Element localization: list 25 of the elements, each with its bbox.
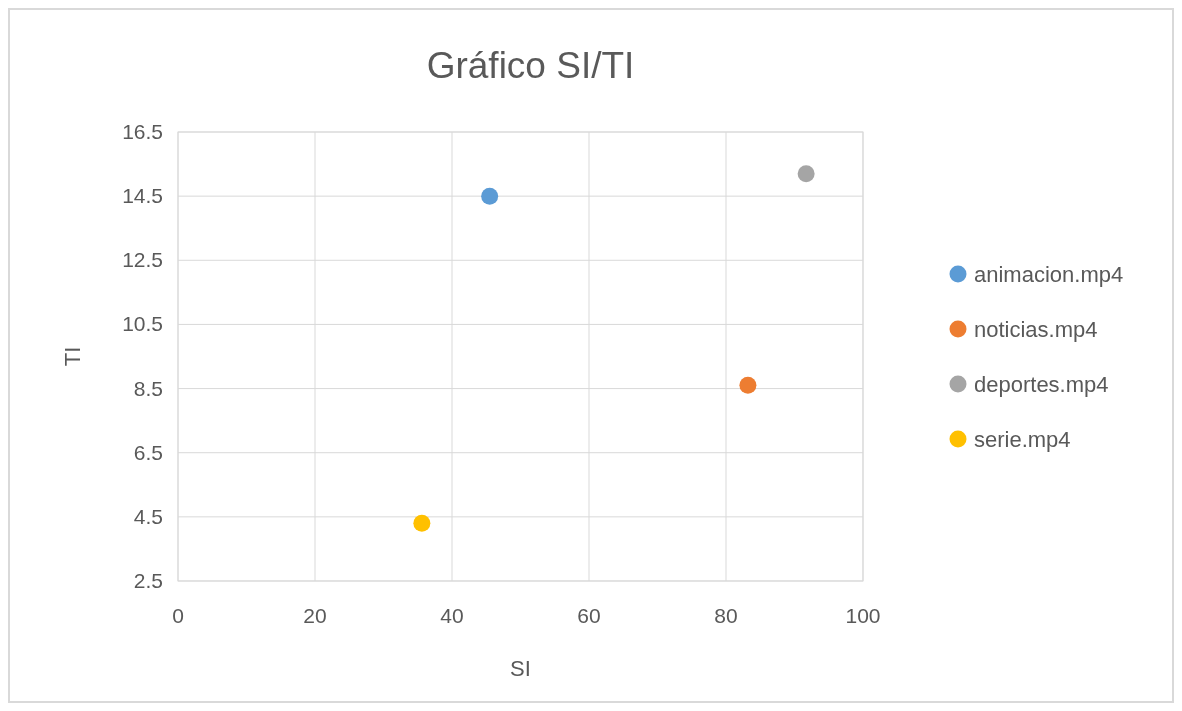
y-axis-title: TI [60, 346, 85, 367]
legend-label: serie.mp4 [974, 427, 1071, 452]
legend-label: deportes.mp4 [974, 372, 1109, 397]
y-tick-label: 2.5 [133, 569, 163, 592]
x-tick-label: 80 [714, 604, 738, 627]
x-tick-label: 100 [845, 604, 881, 627]
chart-title: Gráfico SI/TI [426, 45, 635, 86]
x-tick-label: 0 [172, 604, 184, 627]
y-tick-label: 12.5 [122, 248, 163, 272]
y-tick-label: 16.5 [122, 120, 163, 143]
y-tick-label: 8.5 [133, 376, 163, 400]
point [739, 376, 757, 394]
legend-label: noticias.mp4 [974, 317, 1098, 342]
point [797, 165, 815, 183]
x-tick-label: 60 [577, 604, 601, 627]
x-tick-label: 40 [440, 604, 464, 627]
y-tick-label: 4.5 [133, 504, 163, 528]
x-tick-label: 20 [303, 604, 327, 627]
point [481, 187, 499, 205]
y-tick-label: 10.5 [122, 312, 163, 336]
legend-label: animacion.mp4 [974, 262, 1124, 287]
y-tick-label: 14.5 [122, 184, 163, 208]
point [413, 514, 431, 532]
y-tick-label: 6.5 [133, 440, 163, 464]
x-axis-title: SI [510, 656, 531, 681]
